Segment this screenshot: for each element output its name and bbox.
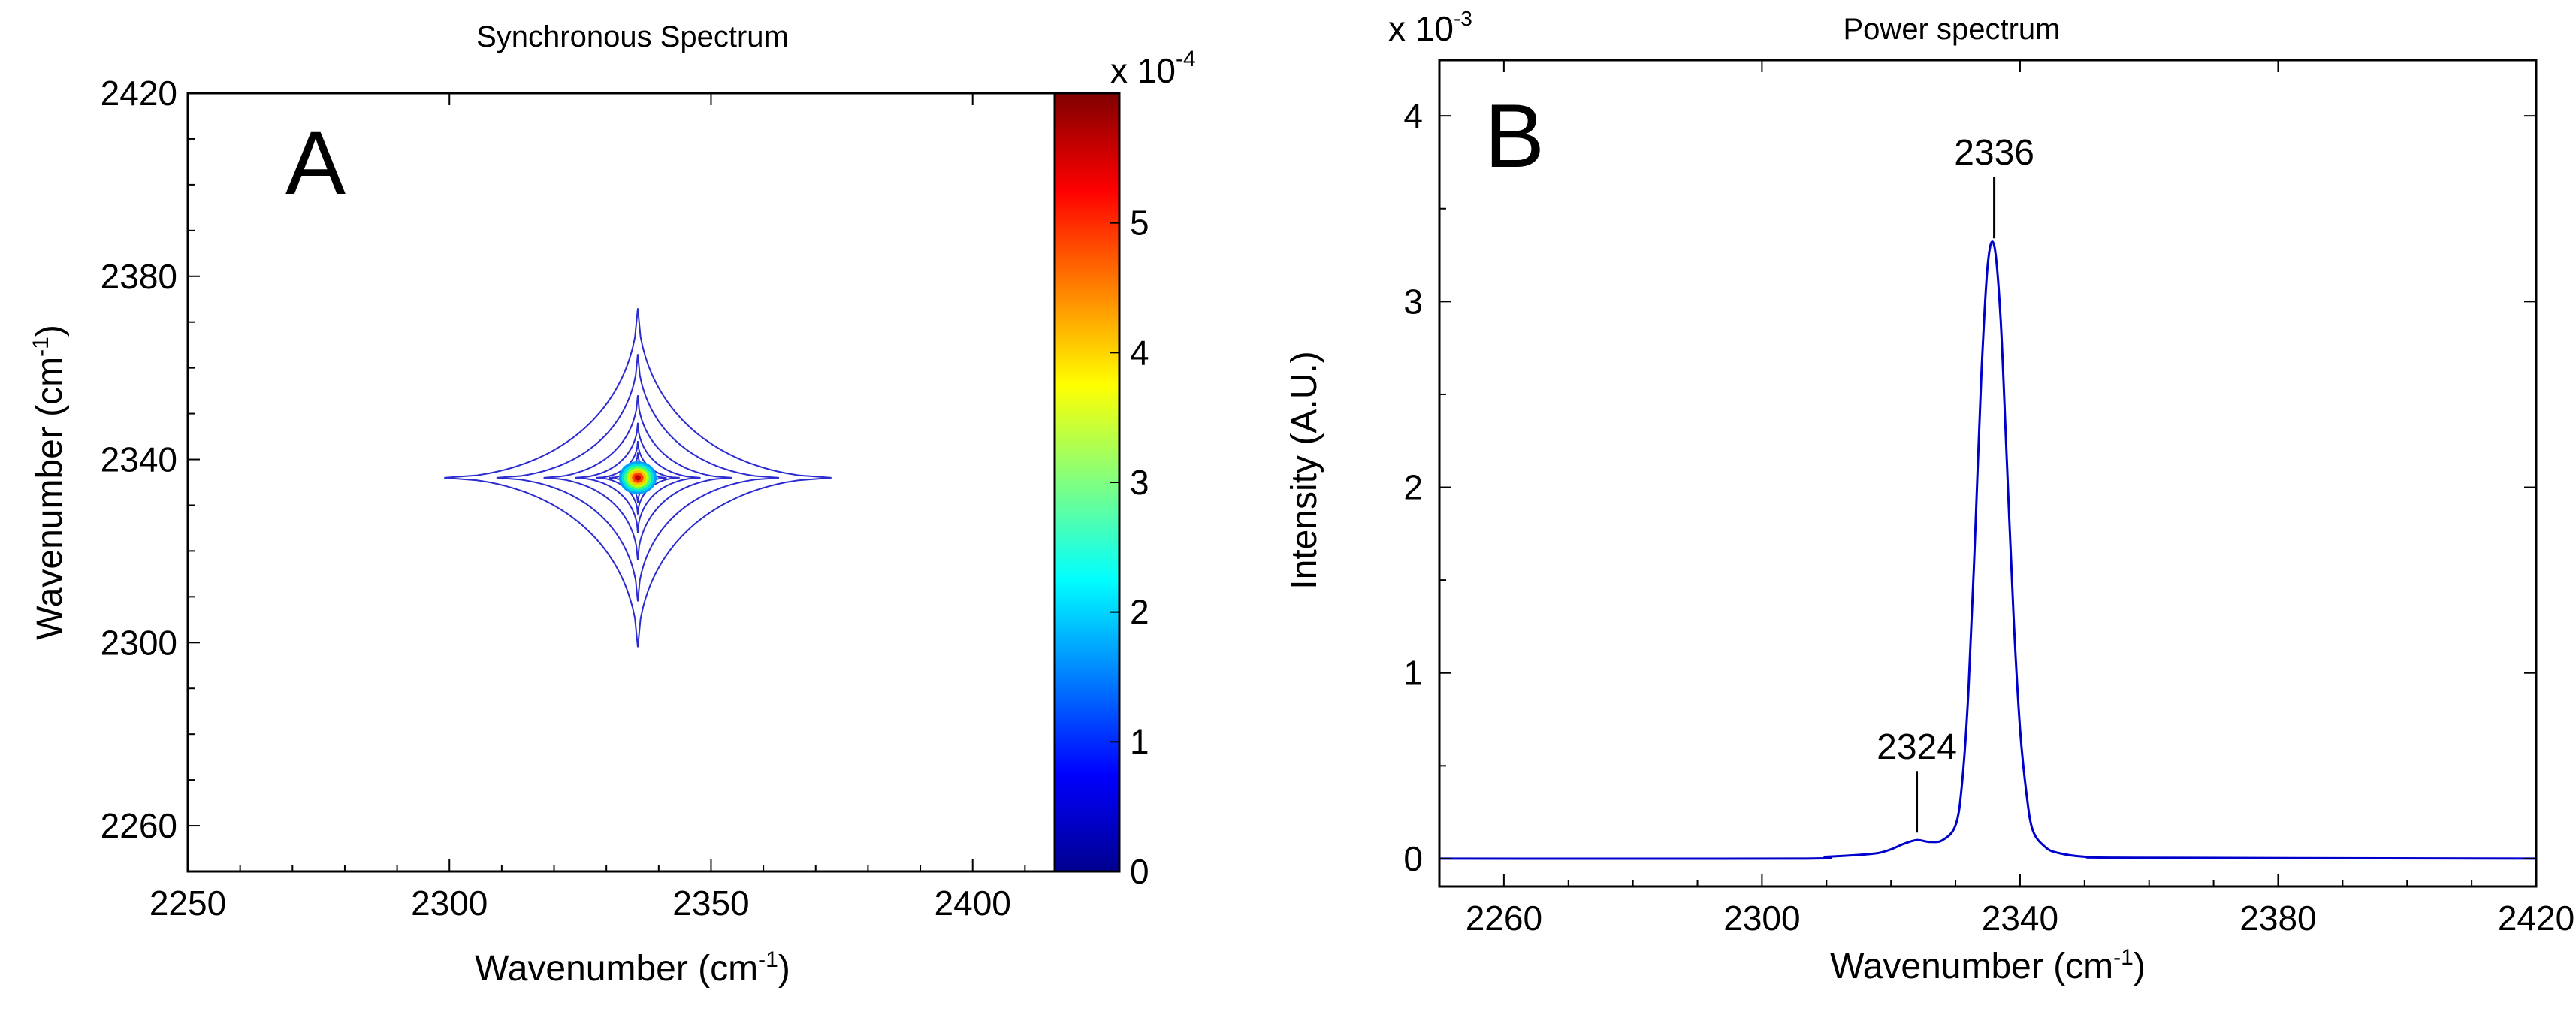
panel-b-y-multiplier: x 10-3 [1388, 7, 1472, 48]
a-contour-line [575, 422, 701, 533]
panel-a-y-ticks: 2260 2300 2340 2380 2420 [101, 74, 1077, 845]
b-xtick-label: 2260 [1466, 899, 1542, 938]
panel-a-label: A [285, 113, 346, 213]
panel-b-xlabel-text: Wavenumber (cm [1830, 947, 2113, 986]
b-ytick-label: 4 [1403, 96, 1423, 135]
b-annotation-label: 2336 [1954, 133, 2034, 173]
a-ytick-label: 2300 [101, 623, 177, 662]
a-xtick-label: 2300 [411, 884, 488, 923]
panel-b-xlabel-superscript: -1 [2113, 945, 2134, 970]
a-ytick-label: 2420 [101, 74, 177, 113]
a-peak-core-ring [634, 475, 642, 481]
panel-b-y-axis-label: Intensity (A.U.) [1285, 351, 1324, 589]
colorbar-tick-label: 1 [1130, 722, 1149, 761]
panel-b-y-ticks: 0 1 2 3 4 [1403, 96, 2536, 878]
b-ytick-label: 2 [1403, 468, 1423, 507]
b-xtick-label: 2340 [1982, 899, 2058, 938]
colorbar-multiplier-exponent: -4 [1176, 47, 1196, 71]
b-annotation-label: 2324 [1877, 727, 1957, 767]
colorbar-tick-label: 3 [1130, 463, 1149, 502]
colorbar-gradient [1053, 92, 1121, 873]
b-xtick-label: 2380 [2239, 899, 2316, 938]
a-xtick-label: 2350 [672, 884, 749, 923]
b-xtick-label: 2420 [2498, 899, 2574, 938]
a-ytick-label: 2340 [101, 440, 177, 479]
panel-b-label: B [1484, 86, 1545, 186]
colorbar-multiplier-text: x 10 [1110, 51, 1176, 90]
a-xtick-label: 2250 [149, 884, 226, 923]
panel-b-y-multiplier-text: x 10 [1388, 9, 1454, 48]
panel-a-y-axis-label: Wavenumber (cm-1) [29, 325, 70, 640]
a-contour-line [496, 354, 780, 602]
b-series-line [1439, 240, 2536, 860]
a-contour-line [444, 308, 832, 648]
b-ytick-label: 3 [1403, 282, 1423, 321]
b-ytick-label: 0 [1403, 839, 1423, 878]
panel-b-x-ticks: 2260 2300 2340 2380 2420 [1466, 60, 2574, 938]
panel-a-xlabel-superscript: -1 [758, 947, 778, 972]
b-xtick-label: 2300 [1723, 899, 1800, 938]
a-ytick-label: 2380 [101, 257, 177, 296]
panel-a-ylabel-superscript: -1 [29, 337, 53, 357]
a-ytick-label: 2260 [101, 806, 177, 845]
panel-b-x-axis-label: Wavenumber (cm-1) [1830, 945, 2146, 986]
a-xtick-label: 2400 [935, 884, 1011, 923]
colorbar-tick-label: 5 [1130, 204, 1149, 243]
a-contour-line [543, 395, 732, 560]
colorbar-multiplier: x 10-4 [1110, 47, 1196, 90]
panel-b-y-multiplier-exponent: -3 [1454, 7, 1472, 30]
colorbar-tick-label: 0 [1130, 852, 1149, 891]
panel-b-title: Power spectrum [1844, 13, 2061, 46]
panel-a-colorbar: x 10-4 0 1 2 3 4 5 [1053, 47, 1196, 891]
colorbar-tick-label: 4 [1130, 333, 1149, 372]
panel-b-power-spectrum: Power spectrum x 10-3 2260 2300 2340 2380 24… [1285, 7, 2574, 986]
panel-b-lines [1439, 240, 2536, 860]
panel-b-plot-frame [1438, 59, 2538, 888]
panel-a-ylabel-text: Wavenumber (cm [30, 357, 70, 640]
b-ytick-label: 1 [1403, 654, 1423, 693]
panel-a-xlabel-text: Wavenumber (cm [475, 949, 758, 989]
panel-a-x-ticks: 2250 2300 2350 2400 [149, 93, 1026, 923]
panel-a-x-axis-label: Wavenumber (cm-1) [475, 947, 790, 989]
panel-a-contours [444, 308, 832, 648]
panel-b-annotations: 2336 2324 [1877, 133, 2034, 833]
colorbar-tick-label: 2 [1130, 593, 1149, 632]
colorbar-ticks: 0 1 2 3 4 5 [1110, 204, 1149, 891]
panel-a-synchronous-spectrum: Synchronous Spectrum 2250 2300 2350 2400 22… [29, 20, 1196, 989]
panel-a-title: Synchronous Spectrum [476, 20, 789, 53]
